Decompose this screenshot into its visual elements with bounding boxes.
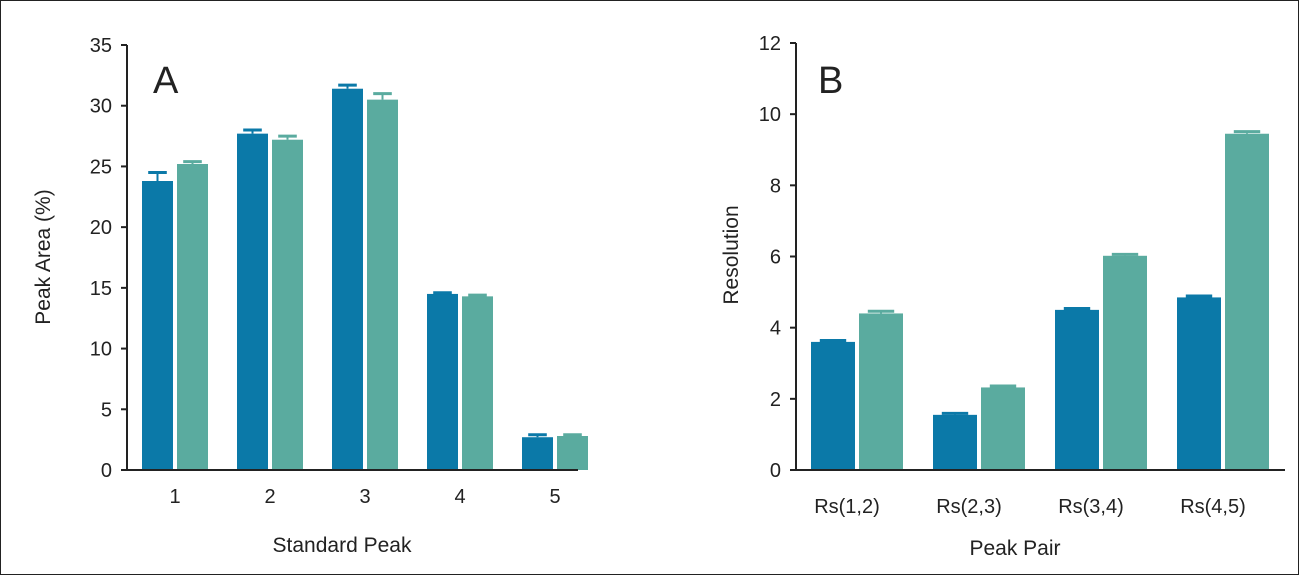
bar-series2-5 [557, 436, 588, 470]
y-tick-label: 30 [90, 96, 112, 118]
y-tick-label: 10 [759, 104, 781, 126]
y-tick-label: 0 [101, 460, 112, 482]
bar-series2-Rs(3,4) [1103, 255, 1147, 470]
bar-series1-3 [332, 88, 363, 470]
y-tick-label: 6 [770, 247, 781, 269]
bar-series1-5 [522, 437, 553, 470]
x-tick-label: 5 [549, 486, 560, 508]
bar-series2-2 [272, 139, 303, 470]
y-axis-title-a: Peak Area (%) [32, 189, 55, 324]
y-tick-label: 0 [770, 460, 781, 482]
x-tick-labels-b: Rs(1,2) Rs(2,3) Rs(3,4) Rs(4,5) [814, 496, 1246, 518]
panel-label-a: A [153, 60, 179, 102]
x-axis-title-b: Peak Pair [969, 537, 1060, 560]
y-tick-label: 35 [90, 35, 112, 57]
bar-series1-1 [142, 181, 173, 470]
bar-series1-Rs(4,5) [1177, 297, 1221, 470]
bar-series2-4 [462, 296, 493, 470]
x-tick-label: Rs(1,2) [814, 496, 880, 518]
y-ticks-b: 0 2 4 6 8 10 12 [759, 33, 796, 482]
chart-b: B Resolution Peak Pair 0 2 4 6 8 10 12 Rs(1,2)… [720, 33, 1285, 560]
y-axis-title-b: Resolution [720, 205, 743, 304]
y-tick-label: 5 [101, 399, 112, 421]
y-tick-label: 15 [90, 278, 112, 300]
bar-series2-3 [367, 99, 398, 471]
x-tick-label: Rs(2,3) [936, 496, 1002, 518]
bar-series2-Rs(1,2) [859, 313, 903, 470]
x-tick-label: Rs(4,5) [1180, 496, 1246, 518]
y-tick-label: 10 [90, 339, 112, 361]
x-axis-title-a: Standard Peak [273, 534, 412, 557]
bar-series1-2 [237, 133, 268, 470]
y-tick-label: 8 [770, 175, 781, 197]
bars-a [142, 83, 588, 471]
panel-label-b: B [818, 60, 843, 102]
x-tick-label: 4 [454, 486, 465, 508]
chart-a: A Peak Area (%) Standard Peak 0510152025… [32, 35, 588, 557]
bar-series2-Rs(4,5) [1225, 133, 1269, 471]
bars-b [811, 130, 1269, 471]
x-tick-labels-a: 1 2 3 4 5 [169, 486, 560, 508]
y-tick-label: 20 [90, 217, 112, 239]
x-tick-label: 2 [264, 486, 275, 508]
bar-series1-Rs(3,4) [1055, 309, 1099, 470]
bar-series2-Rs(2,3) [981, 387, 1025, 470]
bar-series1-Rs(2,3) [933, 414, 977, 470]
x-tick-label: 3 [359, 486, 370, 508]
y-ticks-a: 0 5 10 15 20 25 30 35 [90, 35, 127, 482]
bar-series1-4 [427, 293, 458, 470]
y-tick-label: 2 [770, 389, 781, 411]
bar-series1-Rs(1,2) [811, 341, 855, 470]
bar-series2-1 [177, 164, 208, 470]
x-tick-label: 1 [169, 486, 180, 508]
x-tick-label: Rs(3,4) [1058, 496, 1124, 518]
y-tick-label: 12 [759, 33, 781, 55]
y-tick-label: 4 [770, 318, 781, 340]
y-tick-label: 25 [90, 156, 112, 178]
